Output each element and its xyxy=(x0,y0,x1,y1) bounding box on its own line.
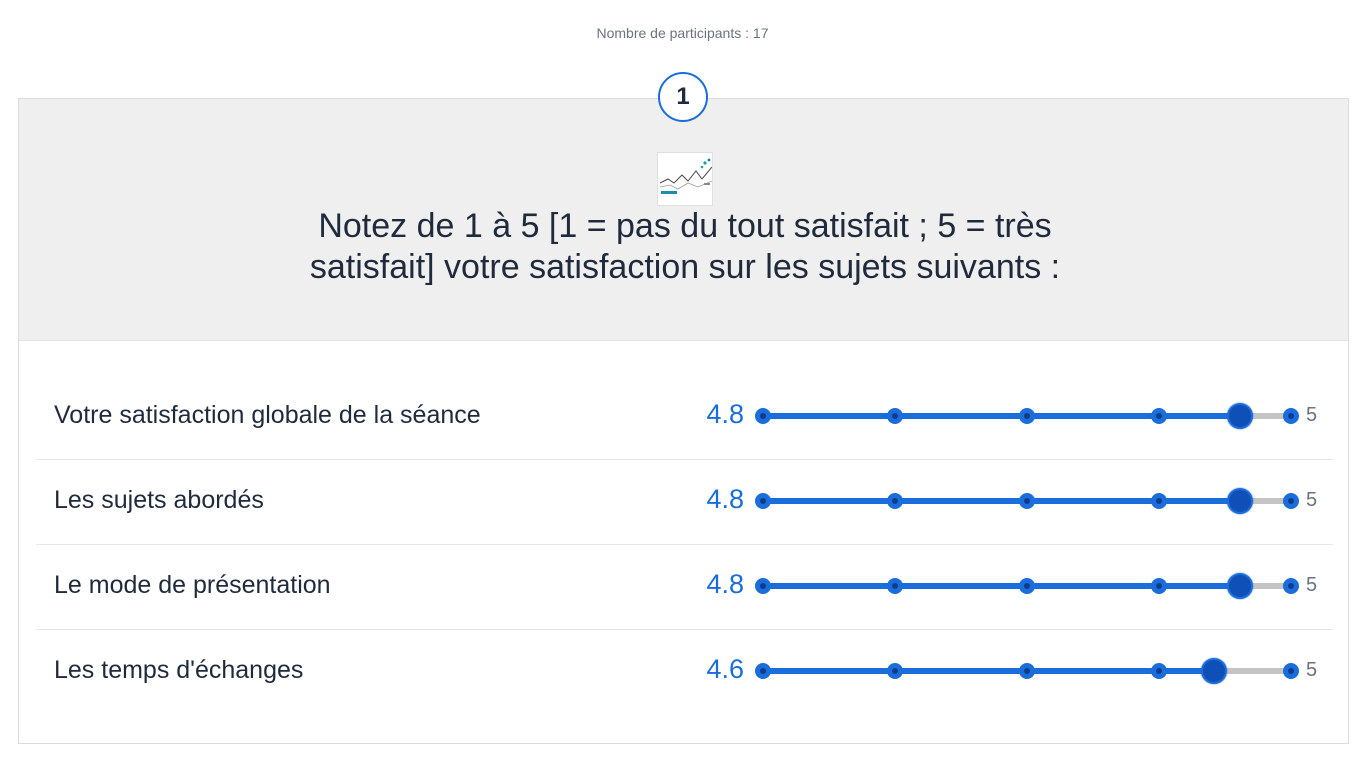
rating-slider-thumb xyxy=(1201,658,1228,684)
rating-slider-fill xyxy=(763,413,1240,419)
rating-scale-tick xyxy=(755,578,771,594)
rating-label: Les temps d'échanges xyxy=(54,656,304,684)
rating-scale-tick xyxy=(887,663,903,679)
rating-average: 4.8 xyxy=(706,399,744,429)
rating-scale-tick xyxy=(1019,408,1035,424)
rating-slider-fill xyxy=(763,498,1240,504)
rating-scale-tick xyxy=(1283,408,1299,424)
rating-scale-max: 5 xyxy=(1306,574,1318,596)
rating-scale-max: 5 xyxy=(1306,659,1318,681)
rating-scale-tick xyxy=(1283,578,1299,594)
rating-slider-fill xyxy=(763,668,1215,674)
rating-list: Votre satisfaction globale de la séance 4… xyxy=(36,375,1333,714)
rating-row: Le mode de présentation 4.8 5 xyxy=(36,545,1333,630)
rating-label: Le mode de présentation xyxy=(54,571,331,599)
rating-scale-tick xyxy=(755,663,771,679)
question-card: 1 Notez de 1 à 5 [1 = pas du tout satisf… xyxy=(18,72,1349,744)
rating-slider-track xyxy=(755,573,1299,599)
rating-average: 4.8 xyxy=(706,484,744,514)
rating-scale-tick xyxy=(887,578,903,594)
rating-label: Votre satisfaction globale de la séance xyxy=(54,401,481,429)
rating-average: 4.6 xyxy=(706,654,744,684)
question-number-badge: 1 xyxy=(658,72,708,122)
rating-slider-thumb xyxy=(1226,403,1253,429)
rating-scale-tick xyxy=(887,408,903,424)
rating-slider-track xyxy=(755,488,1299,514)
rating-scale-tick xyxy=(1019,663,1035,679)
rating-slider-fill xyxy=(763,583,1240,589)
rating-scale-tick xyxy=(755,408,771,424)
rating-average: 4.8 xyxy=(706,569,744,599)
rating-slider-track xyxy=(755,403,1299,429)
rating-scale-tick xyxy=(1151,408,1167,424)
rating-scale-tick xyxy=(1019,493,1035,509)
rating-scale-tick xyxy=(755,493,771,509)
rating-slider-thumb xyxy=(1226,488,1253,514)
rating-scale-max: 5 xyxy=(1306,489,1318,511)
question-title: Notez de 1 à 5 [1 = pas du tout satisfai… xyxy=(309,207,1061,286)
rating-scale-tick xyxy=(1283,663,1299,679)
rating-slider-track xyxy=(755,658,1299,684)
rating-scale-tick xyxy=(887,493,903,509)
rating-row: Les temps d'échanges 4.6 5 xyxy=(36,630,1333,714)
rating-slider-thumb xyxy=(1226,573,1253,599)
rating-scale-max: 5 xyxy=(1306,404,1318,426)
rating-scale-tick xyxy=(1151,578,1167,594)
survey-logo-icon xyxy=(657,152,713,206)
rating-row: Les sujets abordés 4.8 5 xyxy=(36,460,1333,545)
rating-label: Les sujets abordés xyxy=(54,486,264,514)
rating-row: Votre satisfaction globale de la séance 4… xyxy=(36,375,1333,460)
rating-scale-tick xyxy=(1019,578,1035,594)
rating-scale-tick xyxy=(1283,493,1299,509)
rating-scale-tick xyxy=(1151,493,1167,509)
question-header: 1 Notez de 1 à 5 [1 = pas du tout satisf… xyxy=(19,72,1348,341)
participants-count: Nombre de participants : 17 xyxy=(596,25,769,41)
rating-scale-tick xyxy=(1151,663,1167,679)
